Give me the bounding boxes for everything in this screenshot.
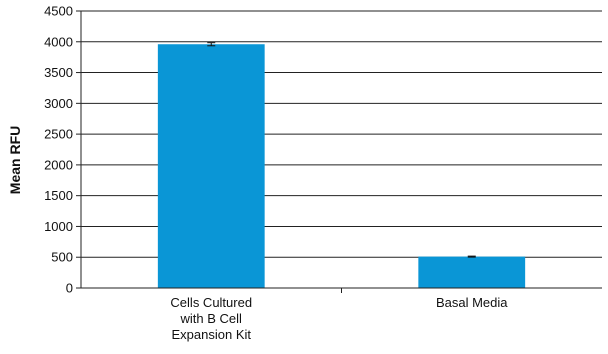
y-tick-label: 1500 xyxy=(44,188,73,203)
y-axis-ticks: 0 500 1000 1500 2000 2500 3000 3500 4000 4500 xyxy=(44,4,81,296)
y-tick-label: 4500 xyxy=(44,4,73,19)
y-tick-label: 0 xyxy=(66,281,73,296)
bar xyxy=(418,256,526,288)
y-tick-label: 3500 xyxy=(44,65,73,80)
x-category-label-line: Cells Cultured xyxy=(170,295,252,310)
x-category-label: Basal Media xyxy=(436,295,508,310)
axes xyxy=(80,11,602,293)
y-tick-label: 2000 xyxy=(44,157,73,172)
bars xyxy=(157,44,526,288)
y-tick-label: 3000 xyxy=(44,96,73,111)
y-tick-label: 4000 xyxy=(44,34,73,49)
y-tick-label: 1000 xyxy=(44,219,73,234)
bar xyxy=(157,44,265,288)
error-bars xyxy=(207,42,476,258)
x-category-label-line: Expansion Kit xyxy=(172,327,252,342)
y-tick-label: 2500 xyxy=(44,127,73,142)
y-tick-label: 500 xyxy=(51,250,73,265)
x-category-label-line: with B Cell xyxy=(180,311,243,326)
x-axis-categories: Cells Cultured with B Cell Expansion Kit Ba… xyxy=(170,295,508,342)
y-axis-label: Mean RFU xyxy=(7,126,23,194)
x-category-label: Cells Cultured with B Cell Expansion Kit xyxy=(170,295,252,342)
x-category-label-line: Basal Media xyxy=(436,295,508,310)
